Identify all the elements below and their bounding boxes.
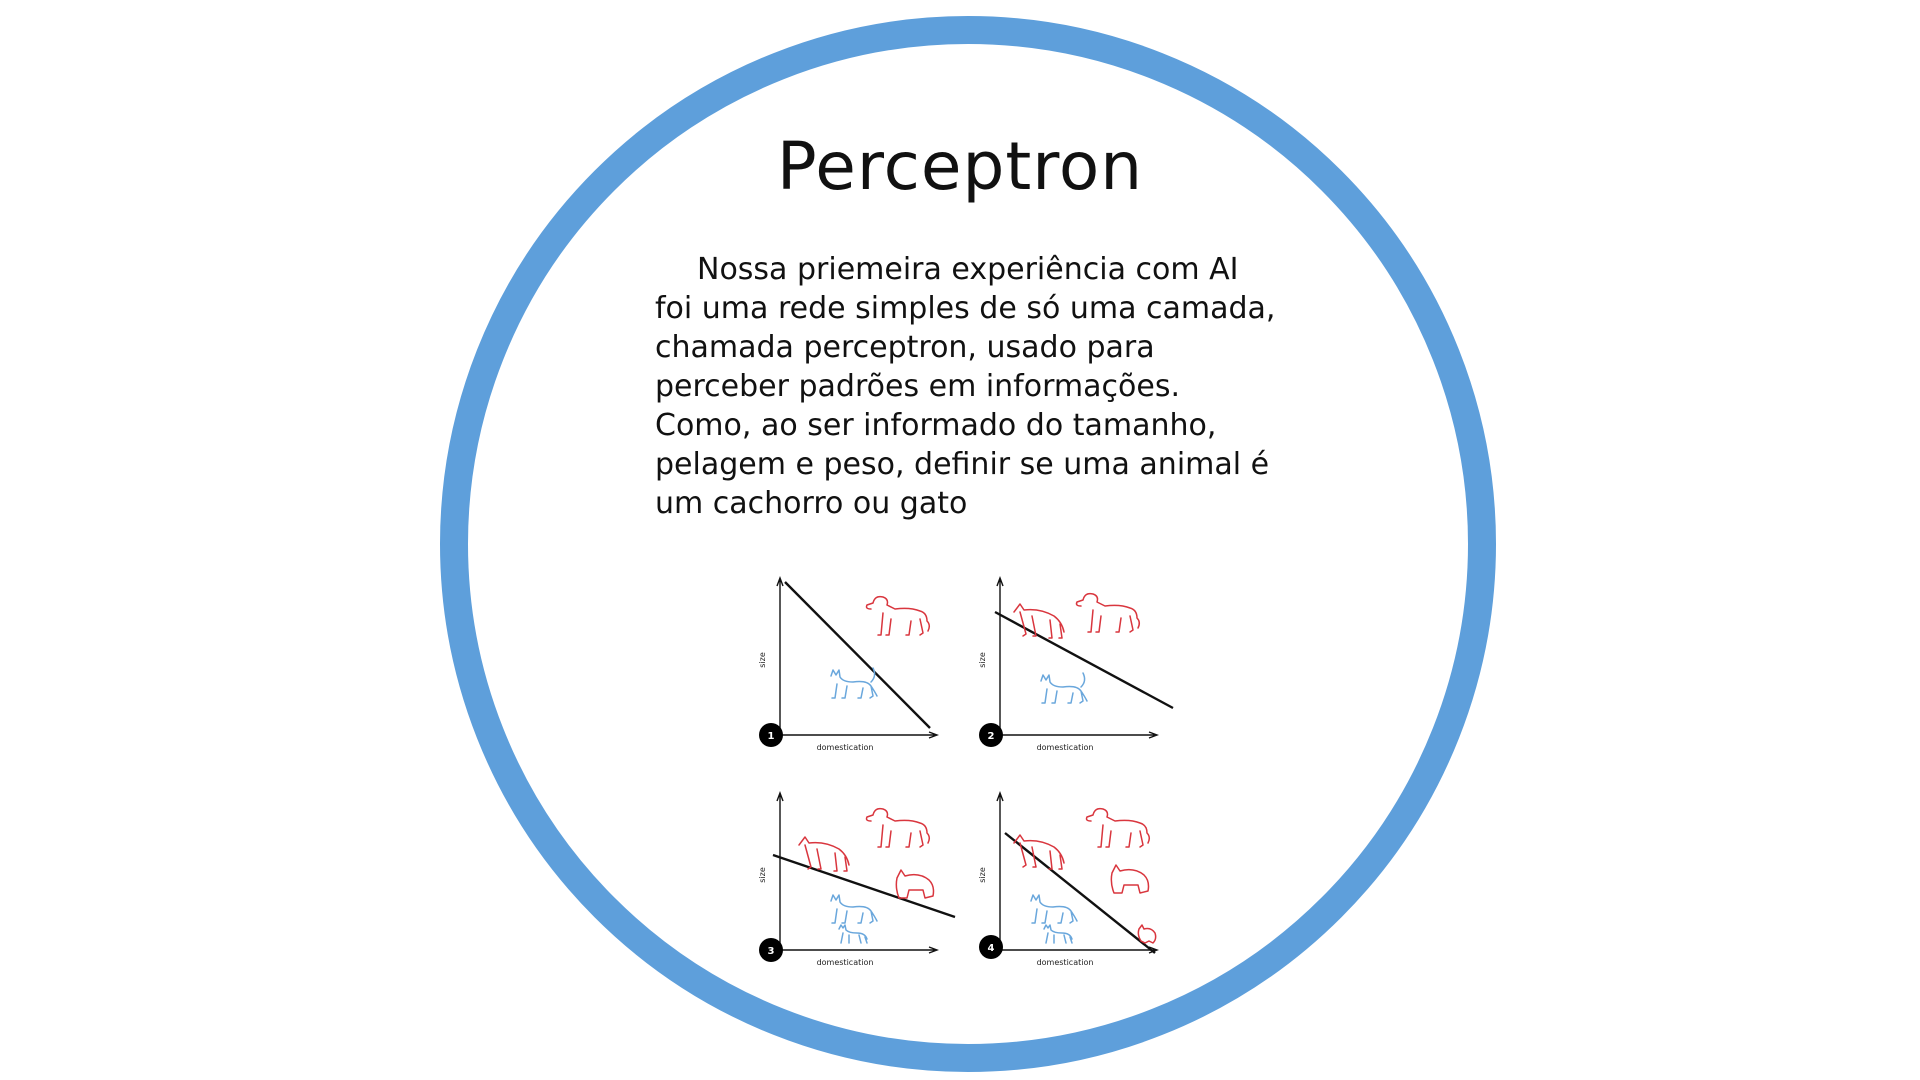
dog-icon (1013, 603, 1065, 639)
x-axis-label: domestication (817, 743, 874, 752)
small-dog-icon (895, 869, 935, 899)
panel-number: 4 (988, 943, 995, 954)
dog-icon (865, 595, 931, 636)
dog-icon (798, 836, 850, 872)
y-axis-label: size (978, 867, 987, 883)
paragraph-line: perceber padrões em informações. (655, 369, 1180, 404)
paragraph-line: pelagem e peso, definir se uma animal é (655, 447, 1270, 482)
x-axis-label: domestication (1037, 743, 1094, 752)
x-axis-label: domestication (1037, 958, 1094, 967)
dog-icon (865, 807, 931, 848)
panel-number: 1 (768, 731, 775, 742)
x-axis-label: domestication (817, 958, 874, 967)
axes (996, 576, 1159, 739)
axes (776, 576, 939, 739)
figure-panel-4: 4 domestication size (965, 775, 1175, 975)
figure-panel-3: 3 domestication size (745, 775, 956, 975)
panel-number: 2 (988, 731, 995, 742)
y-axis-label: size (978, 652, 987, 668)
separator-line (1004, 832, 1156, 954)
figure-panel-2: 2 domestication size (965, 560, 1175, 760)
panel-number-badge (759, 938, 783, 962)
small-cat-icon (838, 924, 868, 944)
tiny-dog-icon (1137, 924, 1157, 944)
panel-number-badge (759, 723, 783, 747)
axes (996, 791, 1159, 954)
cat-icon (830, 894, 878, 924)
figure-panel-1: 1 domestication size (745, 560, 955, 760)
y-axis-label: size (758, 867, 767, 883)
paragraph-line: chamada perceptron, usado para (655, 330, 1155, 365)
paragraph-line: Como, ao ser informado do tamanho, (655, 408, 1217, 443)
cat-icon (1030, 894, 1078, 924)
paragraph-line: Nossa priemeira experiência com AI (697, 252, 1239, 287)
description-paragraph: Nossa priemeira experiência com AI foi u… (655, 250, 1295, 523)
y-axis-label: size (758, 652, 767, 668)
slide-title: Perceptron (776, 128, 1144, 205)
panel-number-badge (979, 935, 1003, 959)
dog-icon (1085, 807, 1151, 848)
perceptron-figure: 1 domestication size 2 domestication (745, 560, 1185, 980)
paragraph-line: um cachorro ou gato (655, 486, 968, 521)
panel-number: 3 (768, 946, 775, 957)
small-cat-icon (1043, 924, 1073, 944)
dog-icon (1013, 834, 1065, 870)
separator-line (772, 853, 956, 919)
separator-line (784, 581, 931, 729)
paragraph-line: foi uma rede simples de só uma camada, (655, 291, 1276, 326)
cat-icon (1040, 672, 1088, 704)
small-dog-icon (1110, 864, 1150, 894)
panel-number-badge (979, 723, 1003, 747)
axes (776, 791, 939, 954)
dog-icon (1075, 592, 1141, 633)
cat-icon (830, 667, 878, 699)
separator-line (994, 610, 1174, 710)
